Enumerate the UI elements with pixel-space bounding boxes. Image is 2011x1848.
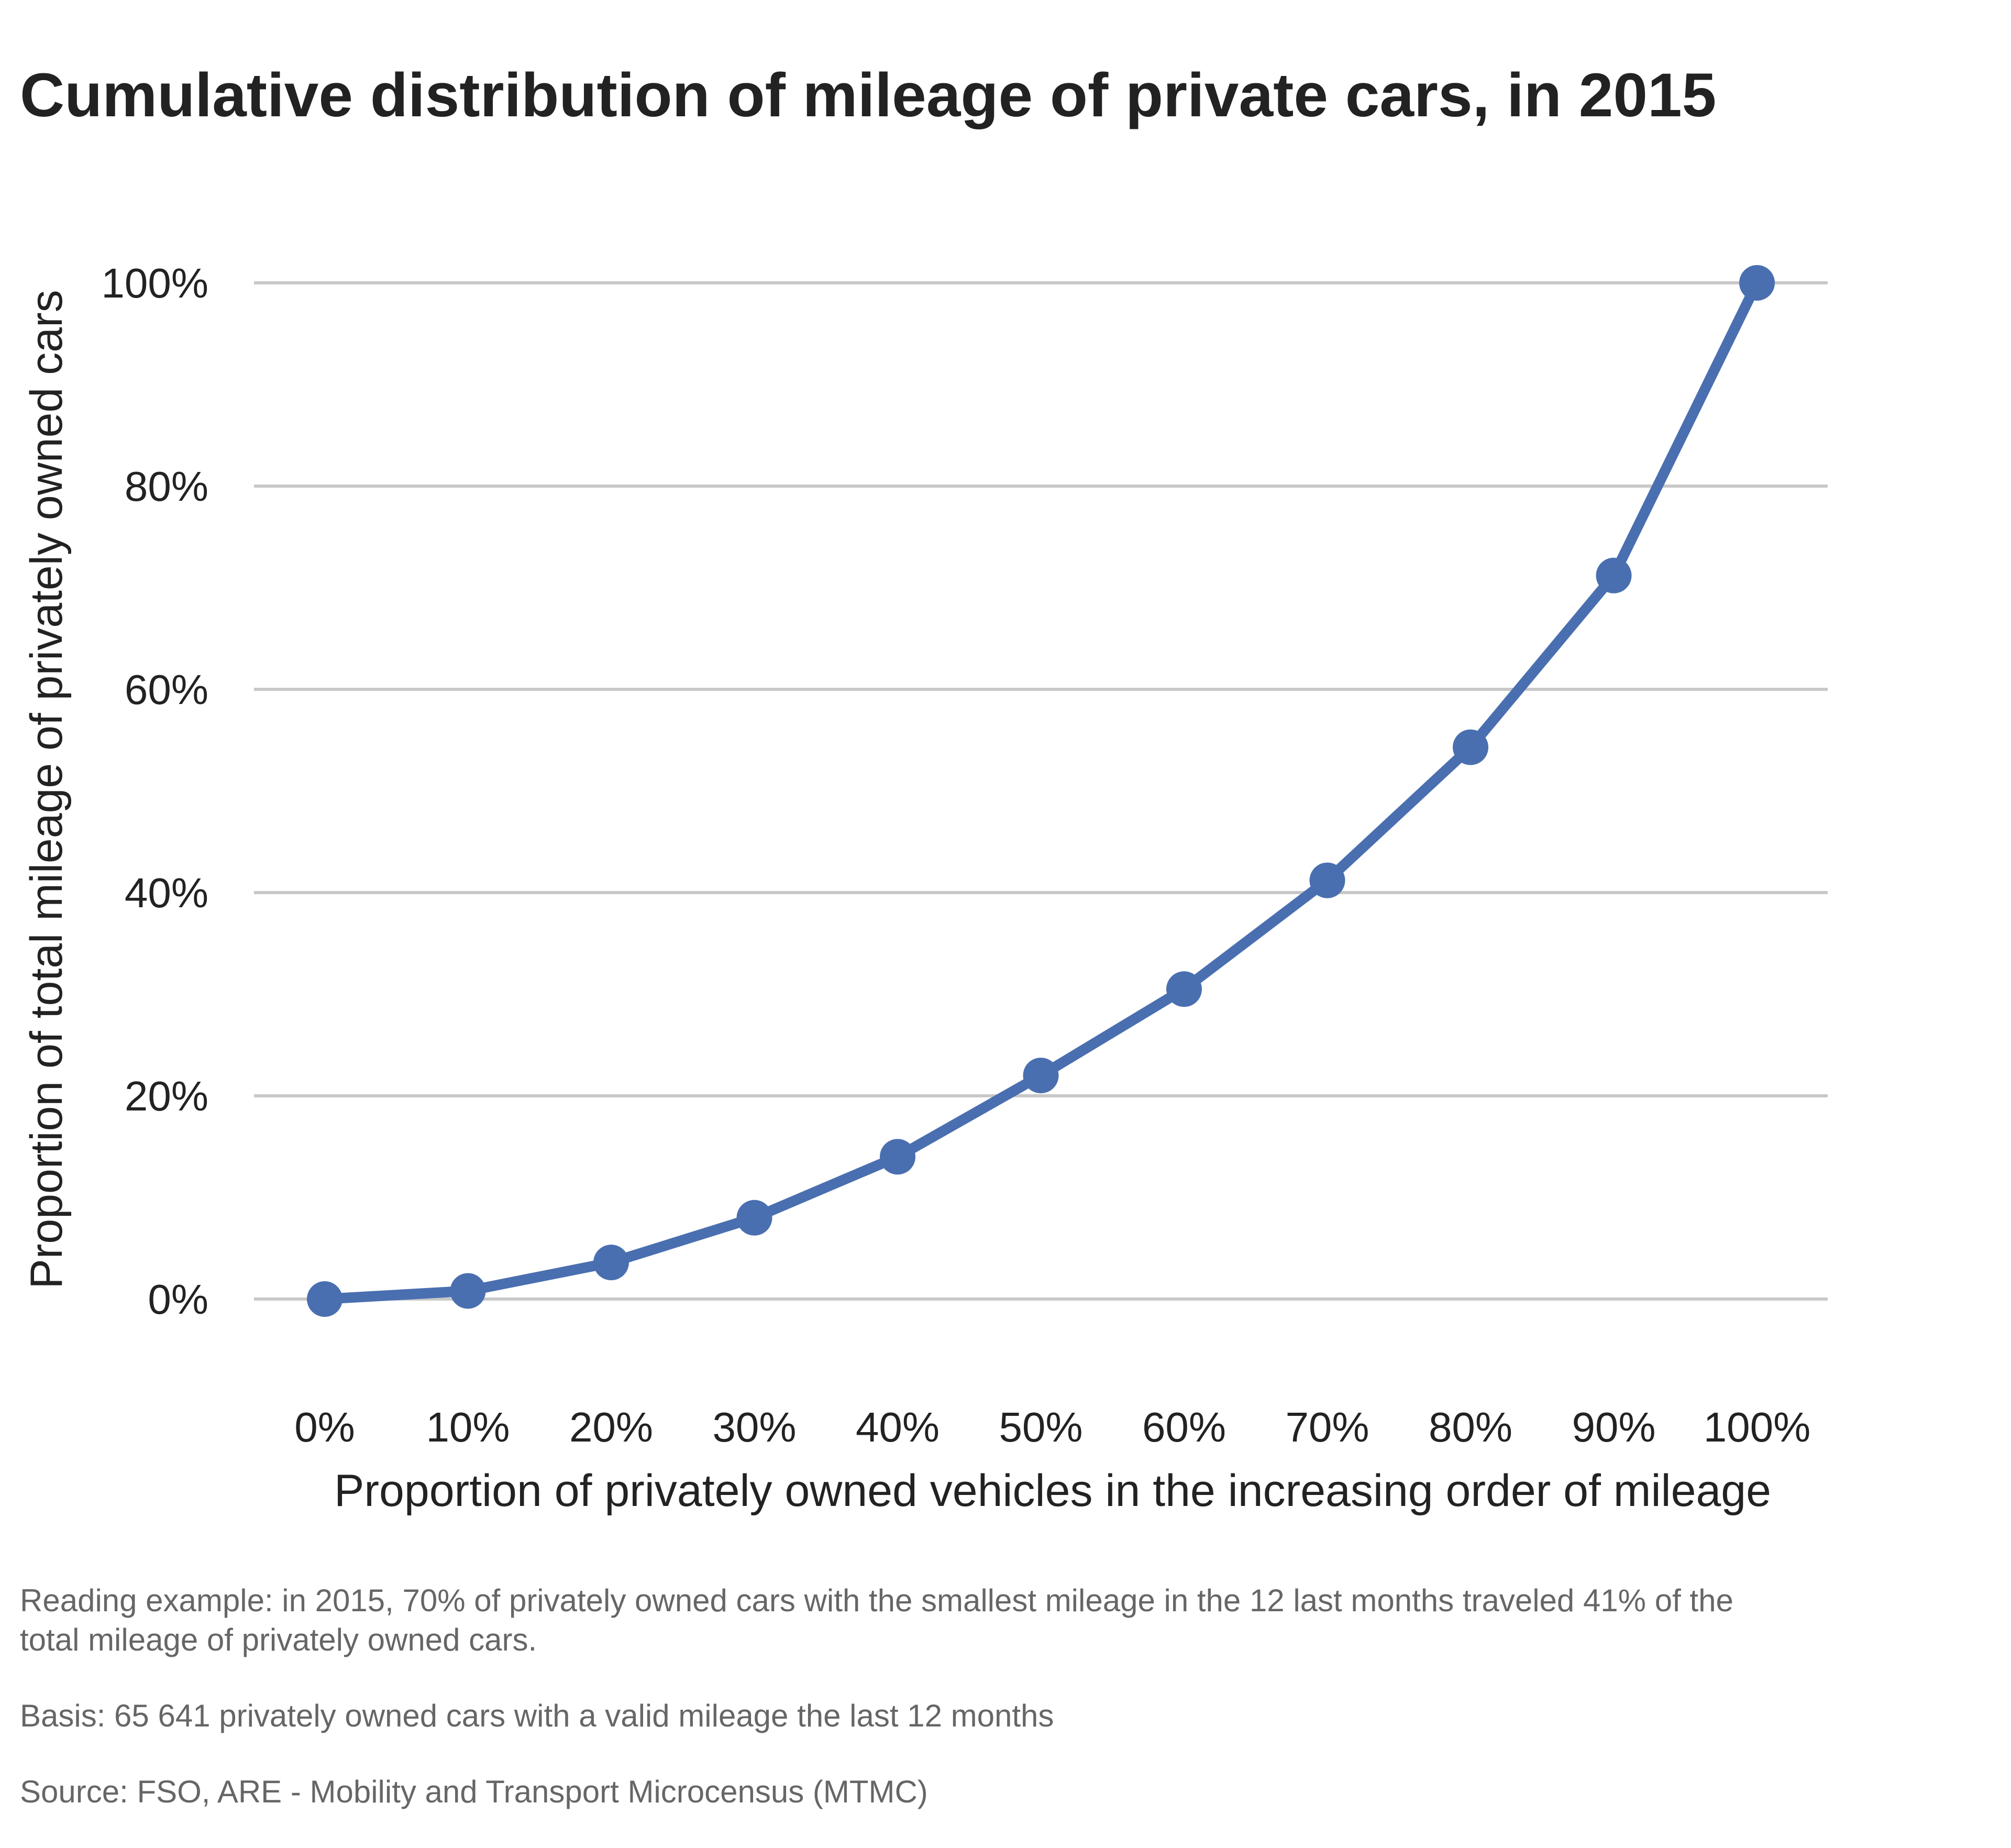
data-point xyxy=(1596,557,1632,593)
data-point xyxy=(307,1281,342,1317)
y-tick-label: 0% xyxy=(148,1276,208,1323)
x-tick-label: 30% xyxy=(712,1404,796,1450)
chart-notes: Reading example: in 2015, 70% of private… xyxy=(20,1581,1800,1848)
x-tick-label: 70% xyxy=(1285,1404,1369,1450)
x-axis-ticks: 0% 10% 20% 30% 40% 50% 60% 70% 80% 90% 100% xyxy=(294,1404,1810,1450)
x-tick-label: 80% xyxy=(1429,1404,1512,1450)
series-line xyxy=(319,278,1762,1304)
y-tick-label: 40% xyxy=(125,870,208,916)
x-tick-label: 100% xyxy=(1704,1404,1811,1450)
data-point xyxy=(593,1245,629,1281)
reading-example-note: Reading example: in 2015, 70% of private… xyxy=(20,1583,1733,1657)
y-tick-label: 20% xyxy=(125,1073,208,1119)
data-point xyxy=(736,1200,772,1236)
data-point xyxy=(1166,971,1202,1007)
chart-title: Cumulative distribution of mileage of pr… xyxy=(20,61,1717,130)
data-points xyxy=(307,265,1775,1317)
x-tick-label: 20% xyxy=(569,1404,653,1450)
line-chart: 0% 20% 40% 60% 80% 100% 0% 10% 20% 30% 40% 50% 60% 7… xyxy=(21,260,1828,1516)
data-point xyxy=(450,1273,486,1309)
source-note: Source: FSO, ARE - Mobility and Transpor… xyxy=(20,1774,928,1809)
x-tick-label: 90% xyxy=(1572,1404,1655,1450)
basis-note: Basis: 65 641 privately owned cars with … xyxy=(20,1698,1054,1733)
data-point xyxy=(880,1139,915,1175)
y-axis-title: Proportion of total mileage of privately… xyxy=(21,290,72,1289)
y-tick-label: 100% xyxy=(101,260,208,306)
data-point xyxy=(1309,862,1345,898)
data-point xyxy=(1453,729,1488,765)
x-tick-label: 40% xyxy=(856,1404,940,1450)
data-point xyxy=(1739,265,1775,301)
y-tick-label: 60% xyxy=(125,666,208,713)
y-axis-ticks: 0% 20% 40% 60% 80% 100% xyxy=(101,260,208,1323)
x-tick-label: 50% xyxy=(999,1404,1082,1450)
data-point xyxy=(1023,1058,1059,1094)
x-tick-label: 10% xyxy=(426,1404,510,1450)
x-tick-label: 0% xyxy=(294,1404,355,1450)
x-tick-label: 60% xyxy=(1142,1404,1226,1450)
y-tick-label: 80% xyxy=(125,463,208,510)
gridlines xyxy=(254,281,1828,1301)
x-axis-title: Proportion of privately owned vehicles i… xyxy=(334,1466,1771,1516)
